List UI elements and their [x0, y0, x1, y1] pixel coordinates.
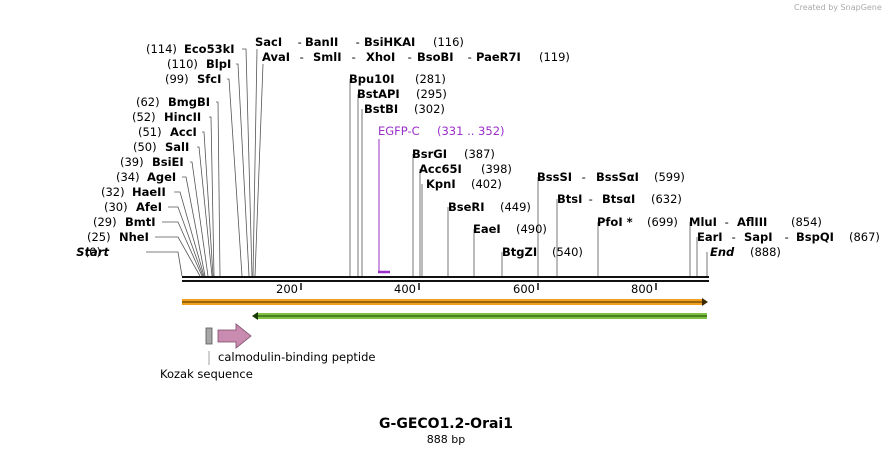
site-eaei: EaeI (490) [473, 222, 547, 236]
site-pfoi: PfoI * (699) [597, 215, 678, 229]
primer-egfp-c[interactable]: EGFP-C (331 .. 352) [378, 124, 505, 274]
primer-label: EGFP-C (331 .. 352) [378, 124, 505, 138]
site-mlui-group: MluI - AflIII (854) [689, 215, 822, 229]
snapgene-watermark: Created by SnapGene [794, 3, 882, 12]
site-afei: (30) AfeI [104, 200, 162, 214]
site-acci: (51) AccI [138, 125, 197, 139]
site-btsi-group: BtsI - BtsαI (632) [557, 192, 682, 206]
site-bmti: (29) BmtI [93, 215, 156, 229]
feature-orange-forward[interactable] [182, 298, 708, 306]
site-hincii: (52) HincII [132, 110, 201, 124]
site-end: End (888) [710, 245, 781, 259]
tick-800: 800 [631, 282, 653, 296]
site-sfci: (99) SfcI [165, 72, 221, 86]
dna-backbone [182, 276, 709, 282]
site-sali: (50) SalI [133, 140, 189, 154]
site-eari-group: EarI - SapI - BspQI (867) [697, 230, 880, 244]
site-agei: (34) AgeI [116, 170, 176, 184]
site-labels-right: BsrGI (387) Acc65I (398) KpnI (402) BseRI (4… [412, 147, 880, 259]
kozak-label: Kozak sequence [160, 367, 253, 381]
site-leader-lines [146, 48, 708, 277]
site-haeii: (32) HaeII [101, 185, 166, 199]
site-bmgbi: (62) BmgBI [136, 95, 210, 109]
site-avai-group: AvaI - SmlI - XhoI - BsoBI - PaeR7I (119) [262, 50, 570, 64]
site-bpu10i: Bpu10I (281) [349, 72, 446, 86]
tick-400: 400 [394, 282, 416, 296]
site-acc65i: Acc65I (398) [419, 162, 512, 176]
tick-600: 600 [513, 282, 535, 296]
site-eco53ki: (114) Eco53kI [146, 42, 235, 56]
plasmid-length: 888 bp [427, 433, 465, 446]
feature-cbp[interactable]: calmodulin-binding peptide [217, 323, 376, 364]
cbp-label: calmodulin-binding peptide [218, 350, 376, 364]
site-bseri: BseRI (449) [448, 200, 531, 214]
plasmid-name: G-GECO1.2-Orai1 [379, 416, 513, 432]
site-bsrgi: BsrGI (387) [412, 147, 495, 161]
feature-kozak[interactable]: Kozak sequence [160, 327, 253, 381]
site-bstbi: BstBI (302) [364, 102, 445, 116]
site-kpni: KpnI (402) [426, 177, 502, 191]
site-nhei: (25) NheI [87, 230, 149, 244]
site-blpi: (110) BlpI [167, 57, 231, 71]
site-start: (0)Start [76, 245, 109, 259]
site-saci-group: SacI - BanII - BsiHKAI (116) [255, 35, 464, 49]
tick-200: 200 [276, 282, 298, 296]
site-bsiei: (39) BsiEI [120, 155, 184, 169]
feature-green-reverse[interactable] [252, 312, 707, 320]
site-btgzi: BtgZI (540) [502, 245, 583, 259]
site-labels-left: (0)Start (25) NheI (29) BmtI (30) AfeI (32)… [76, 42, 234, 259]
site-bstapi: BstAPI (295) [357, 87, 447, 101]
site-labels-top: SacI - BanII - BsiHKAI (116) AvaI - SmlI … [255, 35, 570, 116]
ruler: 200 400 600 800 [276, 282, 657, 296]
site-bsssi-group: BssSI - BssSαI (599) [537, 170, 685, 184]
